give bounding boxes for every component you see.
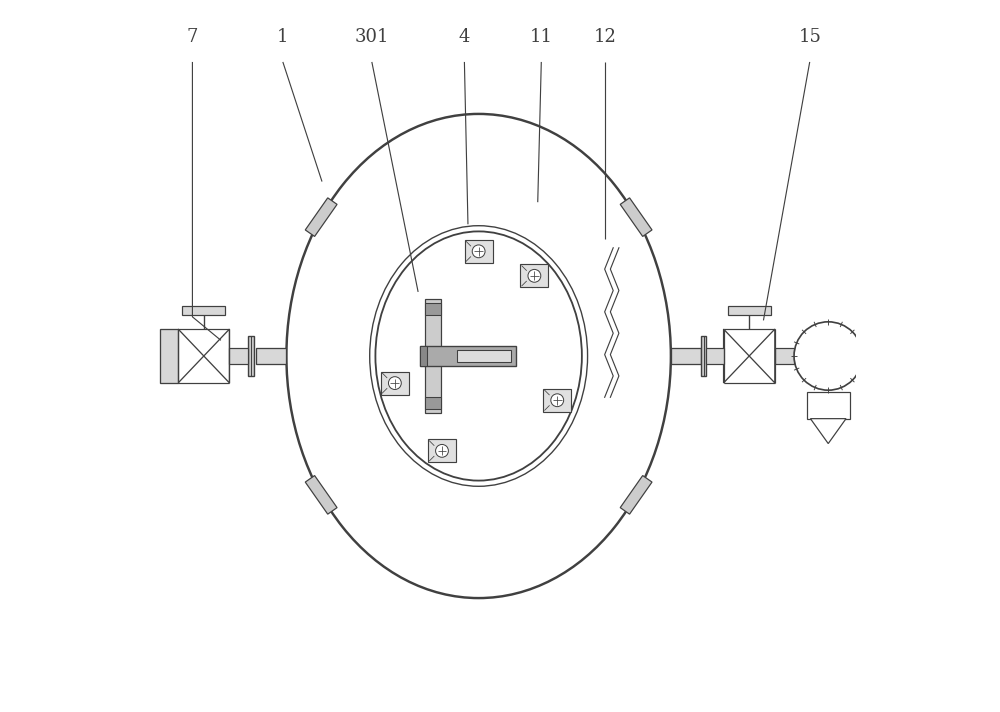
- Bar: [701, 336, 706, 376]
- Circle shape: [528, 269, 541, 282]
- Polygon shape: [749, 329, 775, 383]
- Bar: [420, 346, 427, 366]
- Bar: [428, 439, 456, 462]
- Text: 11: 11: [530, 28, 553, 46]
- Bar: [775, 348, 794, 364]
- Bar: [671, 348, 701, 364]
- Bar: [457, 350, 511, 362]
- Polygon shape: [620, 476, 652, 514]
- Text: 7: 7: [187, 28, 198, 46]
- Polygon shape: [178, 329, 204, 383]
- Text: 1: 1: [277, 28, 289, 46]
- Polygon shape: [807, 392, 850, 419]
- Bar: [520, 264, 548, 288]
- Bar: [866, 299, 887, 374]
- Bar: [182, 305, 225, 315]
- Bar: [381, 372, 409, 394]
- Ellipse shape: [375, 231, 582, 481]
- Circle shape: [436, 444, 448, 457]
- Circle shape: [794, 322, 862, 390]
- Circle shape: [388, 377, 401, 389]
- Bar: [425, 299, 441, 413]
- Text: 4: 4: [459, 28, 470, 46]
- Bar: [256, 348, 286, 364]
- Bar: [160, 329, 178, 383]
- Ellipse shape: [370, 226, 588, 486]
- Bar: [706, 348, 724, 364]
- Bar: [229, 348, 248, 364]
- Polygon shape: [620, 198, 652, 236]
- Circle shape: [472, 245, 485, 258]
- Text: 12: 12: [594, 28, 617, 46]
- Text: 15: 15: [798, 28, 821, 46]
- Bar: [248, 336, 254, 376]
- Bar: [728, 305, 771, 315]
- Ellipse shape: [286, 114, 671, 598]
- Text: 301: 301: [355, 28, 389, 46]
- Polygon shape: [810, 419, 846, 444]
- Bar: [425, 303, 441, 315]
- Bar: [543, 389, 571, 412]
- Circle shape: [551, 394, 564, 407]
- Polygon shape: [204, 329, 229, 383]
- Polygon shape: [305, 198, 337, 236]
- Polygon shape: [305, 476, 337, 514]
- Polygon shape: [724, 329, 749, 383]
- Bar: [420, 346, 516, 366]
- Bar: [465, 240, 493, 263]
- Bar: [425, 397, 441, 409]
